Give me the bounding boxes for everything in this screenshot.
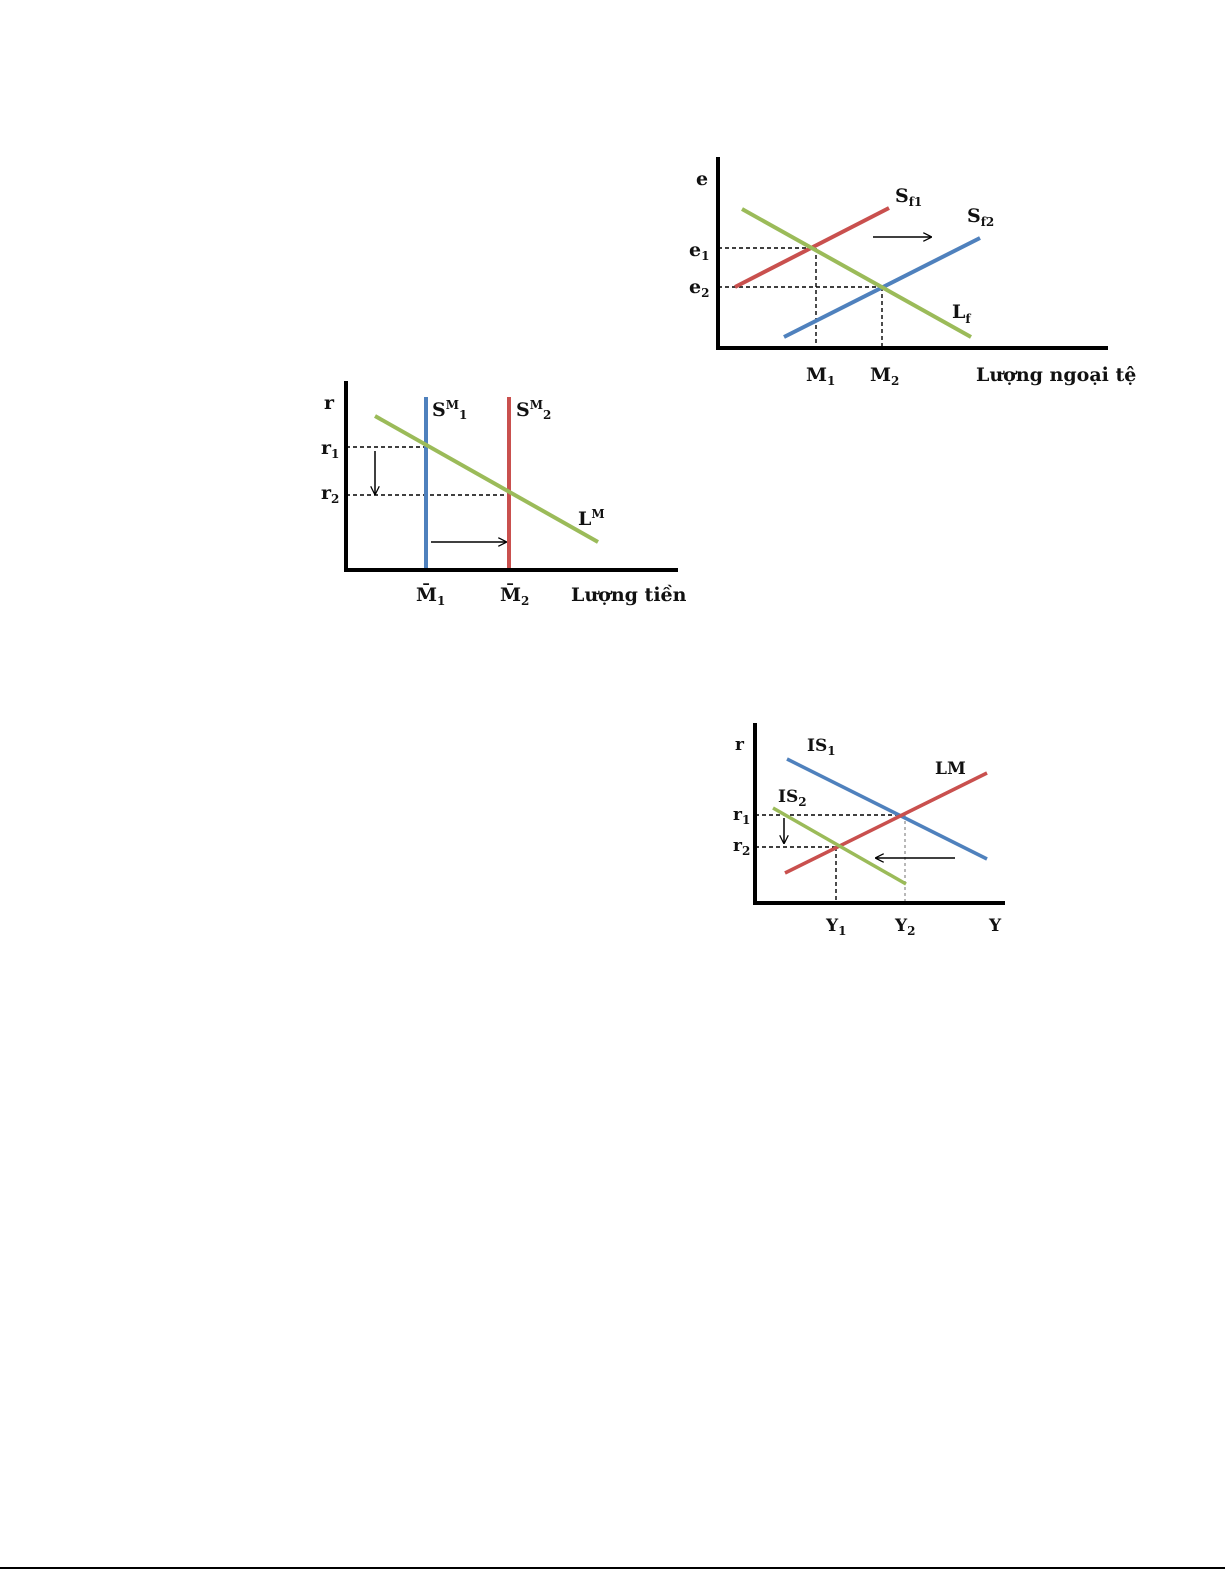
islm-y1-label: Y1 xyxy=(825,916,847,938)
islm-r2-label: r2 xyxy=(733,836,750,858)
money-axes xyxy=(344,381,678,572)
is2-curve xyxy=(772,806,907,886)
forex-y-axis-label: e xyxy=(696,168,708,190)
forex-x-axis-label: Lượng ngoại tệ xyxy=(976,364,1136,386)
forex-diagram: e e1 e2 M1 M2 Lượng ngoại tệ Sf1 Sf2 Lf xyxy=(689,157,1136,388)
money-m2-label: M̄2 xyxy=(500,584,529,608)
sm2-label: SM2 xyxy=(516,398,551,422)
islm-r1-label: r1 xyxy=(733,805,750,827)
lf-label: Lf xyxy=(952,301,971,326)
lm-money-demand-label: LM xyxy=(578,507,605,530)
money-r2-label: r2 xyxy=(321,482,339,506)
islm-y2-label: Y2 xyxy=(894,916,916,938)
is2-label: IS2 xyxy=(778,787,807,809)
islm-x-axis-label: Y xyxy=(988,916,1002,936)
forex-e1-label: e1 xyxy=(689,239,709,263)
islm-axes xyxy=(753,723,1005,905)
forex-m1-label: M1 xyxy=(806,364,835,388)
is1-label: IS1 xyxy=(807,736,836,758)
islm-diagram: r r1 r2 Y1 Y2 Y IS1 IS2 LM xyxy=(733,723,1005,938)
money-y-axis-label: r xyxy=(324,392,335,414)
lm-money-demand-curve xyxy=(374,414,599,544)
money-diagram: r r1 r2 M̄1 M̄2 Lượng tiền SM1 SM2 LM xyxy=(321,381,687,608)
sf1-label: Sf1 xyxy=(895,185,922,209)
forex-m2-label: M2 xyxy=(870,364,899,388)
lm-label: LM xyxy=(935,759,966,779)
forex-e2-label: e2 xyxy=(689,276,709,300)
money-r1-label: r1 xyxy=(321,437,339,461)
lm-curve xyxy=(784,771,988,875)
sf2-label: Sf2 xyxy=(967,205,994,229)
money-x-axis-label: Lượng tiền xyxy=(571,584,687,606)
forex-axes xyxy=(716,157,1108,350)
islm-y-axis-label: r xyxy=(735,735,745,755)
is1-curve xyxy=(786,757,988,861)
page-bottom-rule xyxy=(0,1567,1225,1569)
money-m1-label: M̄1 xyxy=(416,584,445,608)
sm1-label: SM1 xyxy=(432,398,467,422)
lf-curve xyxy=(741,207,972,339)
